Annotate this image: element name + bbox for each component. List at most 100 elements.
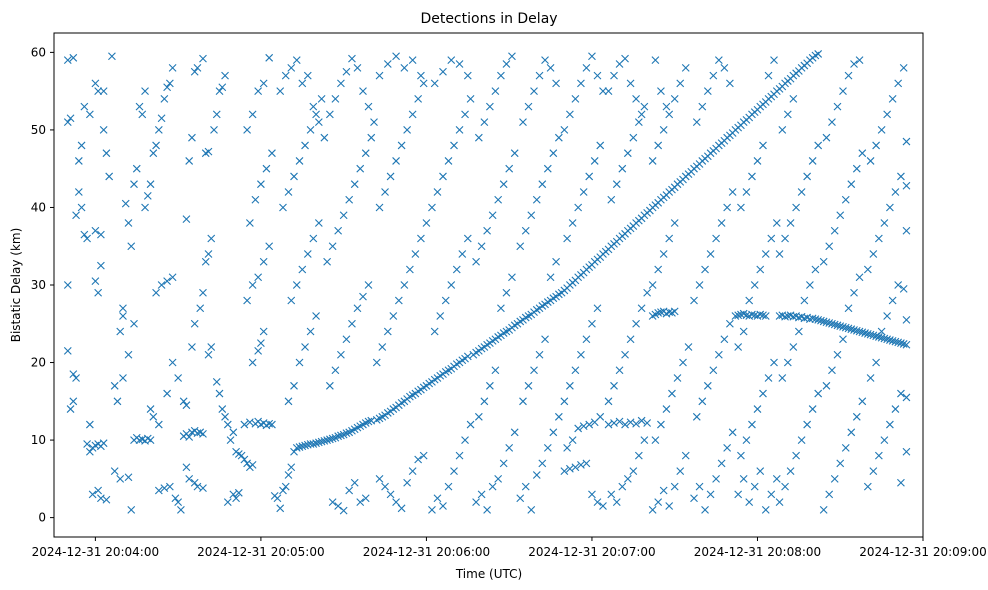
data-point: [872, 141, 880, 150]
data-point: [212, 110, 221, 119]
data-point: [670, 307, 679, 316]
data-point: [897, 172, 905, 181]
data-point: [825, 319, 834, 327]
data-point: [154, 486, 163, 495]
data-point: [855, 327, 864, 336]
data-point: [546, 64, 555, 72]
data-point: [527, 211, 536, 220]
data-point: [342, 67, 351, 76]
data-point: [243, 459, 252, 468]
data-point: [248, 110, 257, 119]
data-point: [888, 296, 897, 305]
data-point: [91, 79, 100, 88]
data-point: [698, 102, 707, 111]
data-point: [610, 71, 618, 80]
data-point: [668, 389, 676, 398]
data-point: [670, 482, 679, 491]
data-point: [364, 417, 373, 426]
data-point: [665, 502, 674, 510]
data-point: [610, 381, 618, 390]
data-point: [375, 71, 384, 80]
data-point: [359, 292, 367, 301]
data-point: [331, 366, 340, 375]
data-point: [748, 420, 756, 429]
data-point: [292, 443, 301, 452]
data-point: [748, 310, 756, 319]
data-point: [637, 416, 646, 425]
data-point: [690, 494, 698, 503]
data-point: [855, 56, 864, 65]
data-point: [797, 436, 806, 444]
data-point: [309, 234, 318, 243]
data-point: [494, 474, 503, 483]
data-point: [234, 488, 243, 497]
data-point: [855, 273, 864, 282]
data-point: [579, 188, 588, 196]
data-point: [629, 467, 638, 475]
data-point: [858, 397, 867, 406]
data-point: [651, 436, 660, 444]
data-point: [171, 494, 180, 503]
data-point: [392, 52, 400, 61]
data-point: [450, 141, 458, 150]
data-point: [560, 126, 569, 134]
data-point: [229, 490, 238, 499]
data-point: [232, 494, 240, 503]
data-point: [350, 180, 359, 189]
data-point: [69, 397, 78, 406]
data-point: [850, 326, 858, 334]
data-point: [165, 482, 174, 491]
data-point: [154, 420, 163, 429]
data-point: [394, 296, 403, 305]
data-point: [720, 64, 729, 72]
data-point: [223, 420, 232, 429]
data-point: [497, 304, 505, 313]
data-point: [408, 110, 417, 119]
data-point: [839, 335, 847, 344]
data-point: [488, 211, 497, 220]
data-point: [596, 412, 605, 421]
data-point: [524, 102, 533, 111]
data-point: [185, 157, 194, 165]
data-point: [579, 422, 588, 431]
data-point: [182, 215, 191, 223]
y-tick-label: 0: [38, 511, 46, 525]
data-point: [648, 281, 657, 289]
data-point: [110, 381, 119, 390]
data-point: [439, 67, 447, 76]
data-point: [135, 102, 144, 111]
data-point: [190, 319, 199, 328]
data-point: [643, 288, 652, 297]
data-point: [612, 498, 621, 506]
data-point: [298, 442, 307, 451]
data-point: [480, 118, 489, 127]
data-point: [72, 211, 80, 220]
data-point: [403, 478, 412, 487]
data-point: [372, 358, 381, 367]
data-point: [314, 438, 323, 447]
data-point: [582, 459, 591, 468]
data-point: [474, 412, 483, 421]
data-point: [163, 389, 171, 398]
data-point: [618, 164, 627, 173]
data-point: [811, 265, 820, 274]
data-point: [196, 304, 205, 313]
data-point: [695, 281, 704, 289]
data-point: [783, 358, 792, 367]
data-point: [703, 381, 712, 390]
data-point: [712, 474, 720, 483]
data-point: [124, 350, 133, 359]
data-point: [138, 110, 147, 119]
data-point: [806, 315, 814, 324]
data-point: [499, 459, 508, 468]
data-point: [337, 79, 345, 88]
data-point: [392, 157, 400, 165]
data-point: [886, 336, 894, 344]
data-point: [737, 203, 745, 212]
data-point: [516, 242, 525, 251]
data-point: [439, 502, 447, 510]
data-point: [199, 484, 207, 493]
data-point: [737, 451, 745, 460]
data-point: [342, 429, 351, 437]
data-point: [353, 64, 362, 72]
